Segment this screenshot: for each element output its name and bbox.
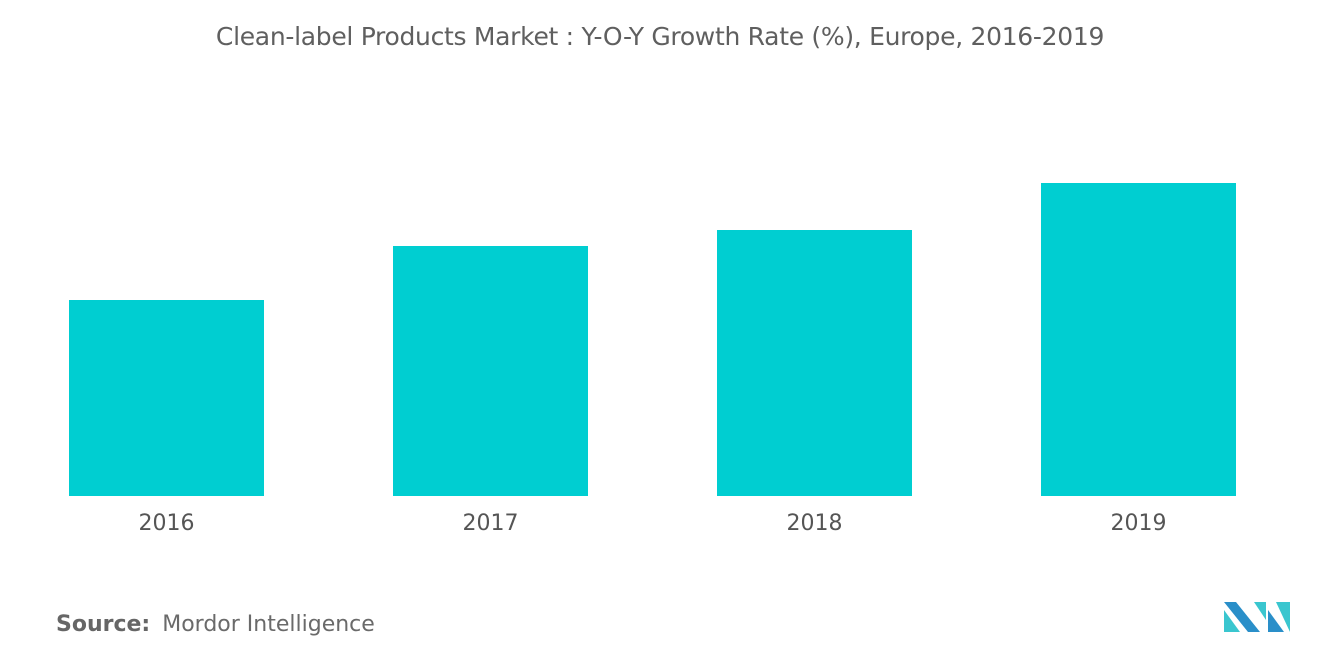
- source-line: Source: Mordor Intelligence: [56, 612, 375, 637]
- bar-chart: 2016 2017 2018 2019: [69, 183, 1236, 536]
- x-tick-label: 2017: [463, 511, 519, 536]
- source-label: Source:: [56, 612, 151, 637]
- source-value: Mordor Intelligence: [162, 612, 375, 637]
- mordor-logo-icon: [1224, 602, 1290, 632]
- bar-2016: [69, 300, 264, 496]
- x-tick-label: 2019: [1111, 511, 1167, 536]
- bar-2019: [1041, 183, 1236, 496]
- bar-2018: [717, 230, 912, 496]
- x-tick-label: 2016: [139, 511, 195, 536]
- x-tick-label: 2018: [787, 511, 843, 536]
- chart-title: Clean-label Products Market : Y-O-Y Grow…: [215, 22, 1105, 51]
- bar-2017: [393, 246, 588, 496]
